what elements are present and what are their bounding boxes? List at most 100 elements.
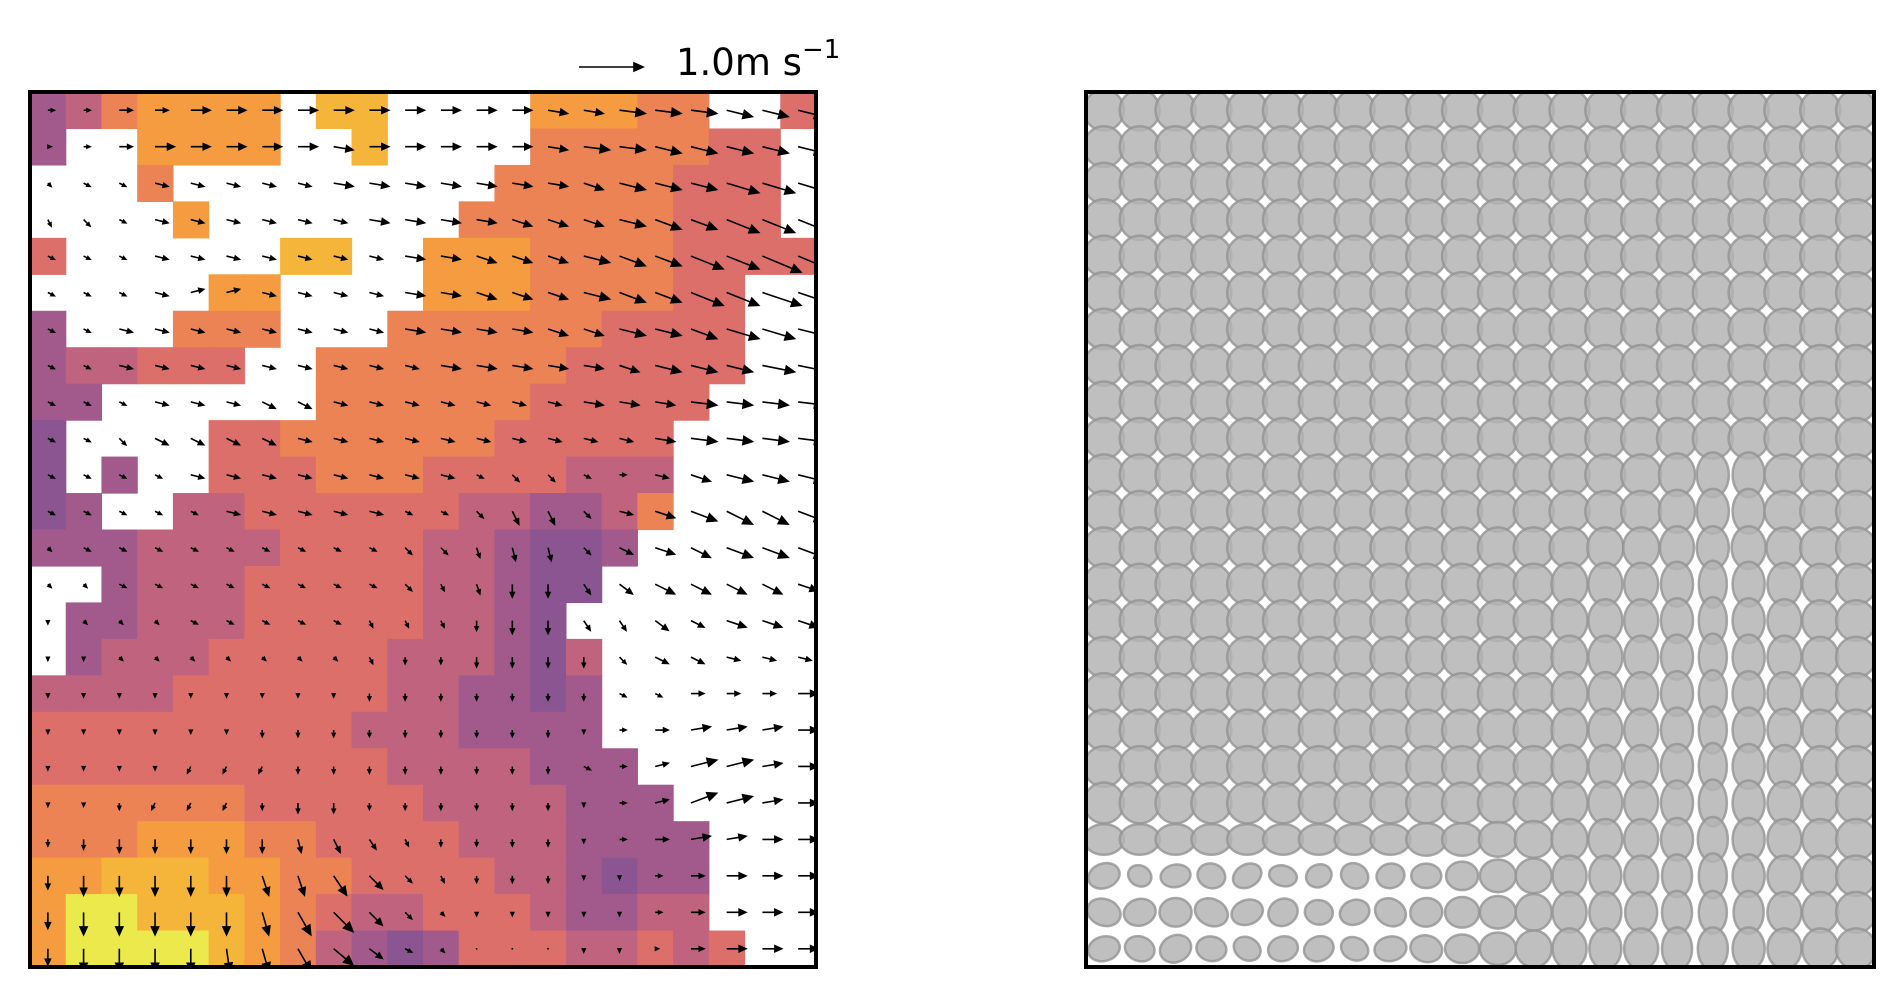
ellipse bbox=[1512, 197, 1556, 242]
wind-arrow bbox=[618, 620, 627, 632]
ellipse bbox=[1369, 197, 1412, 242]
ellipse bbox=[1548, 416, 1591, 461]
ellipse bbox=[1619, 92, 1663, 132]
ellipse bbox=[1800, 854, 1840, 898]
wind-arrow bbox=[151, 839, 159, 855]
ellipse bbox=[1798, 380, 1842, 424]
wind-arrow bbox=[190, 583, 199, 589]
ellipse bbox=[1800, 781, 1840, 825]
ellipse bbox=[1086, 708, 1126, 752]
ellipse bbox=[1514, 892, 1554, 932]
ellipse bbox=[1261, 822, 1305, 856]
ellipse bbox=[1118, 562, 1162, 606]
wind-arrow bbox=[297, 105, 320, 115]
wind-arrow bbox=[619, 143, 648, 154]
ellipse bbox=[1225, 125, 1269, 169]
wind-arrow bbox=[798, 944, 816, 954]
ellipse bbox=[1834, 562, 1874, 606]
wind-arrow bbox=[726, 908, 748, 917]
wind-arrow bbox=[405, 142, 427, 151]
wind-arrow bbox=[261, 875, 271, 897]
wind-arrow bbox=[369, 105, 391, 115]
quiver-key bbox=[579, 61, 645, 73]
ellipse bbox=[1333, 526, 1376, 570]
wind-arrow bbox=[118, 437, 128, 447]
ellipse bbox=[1261, 270, 1305, 315]
wind-arrow bbox=[297, 509, 313, 517]
wind-arrow bbox=[619, 836, 628, 842]
wind-arrow bbox=[154, 218, 170, 225]
wind-arrow bbox=[762, 364, 797, 376]
ellipse bbox=[1763, 92, 1806, 132]
wind-arrow bbox=[404, 510, 414, 516]
wind-arrow bbox=[190, 181, 206, 189]
ellipse bbox=[1154, 343, 1197, 388]
ellipse bbox=[1369, 92, 1412, 132]
ellipse bbox=[1297, 125, 1341, 169]
ellipse bbox=[1443, 933, 1481, 965]
ellipse bbox=[1584, 380, 1627, 424]
wind-arrow bbox=[690, 255, 725, 271]
ellipse bbox=[1225, 307, 1269, 351]
ellipse bbox=[1619, 380, 1663, 424]
ellipse bbox=[1584, 92, 1627, 132]
wind-arrow bbox=[619, 692, 628, 698]
wind-arrow bbox=[330, 802, 337, 815]
wind-arrow bbox=[690, 833, 713, 842]
ellipse bbox=[1404, 161, 1448, 205]
ellipse bbox=[1126, 863, 1153, 888]
wind-arrow bbox=[260, 655, 267, 662]
ellipse bbox=[1261, 671, 1305, 716]
wind-arrow bbox=[512, 437, 528, 444]
ellipse bbox=[1190, 380, 1233, 424]
quiver-panel bbox=[30, 92, 816, 967]
ellipse bbox=[1619, 416, 1663, 461]
wind-arrow bbox=[509, 766, 515, 775]
wind-arrow bbox=[333, 327, 349, 335]
wind-arrow bbox=[45, 729, 51, 736]
wind-arrow bbox=[690, 872, 706, 880]
ellipse bbox=[1369, 489, 1412, 533]
wind-arrow bbox=[295, 766, 301, 775]
wind-arrow bbox=[47, 291, 57, 297]
ellipse bbox=[1297, 307, 1341, 351]
wind-arrow bbox=[509, 730, 515, 739]
wind-arrow bbox=[47, 364, 57, 370]
ellipse bbox=[1440, 821, 1484, 857]
wind-arrow bbox=[333, 437, 349, 444]
wind-arrow bbox=[226, 400, 242, 407]
ellipse bbox=[1225, 343, 1269, 388]
wind-arrow bbox=[726, 757, 755, 768]
wind-arrow bbox=[476, 326, 498, 336]
ellipse bbox=[1086, 635, 1126, 679]
ellipse bbox=[1727, 343, 1770, 388]
ellipse bbox=[1086, 380, 1126, 424]
ellipse bbox=[1512, 526, 1556, 570]
wind-arrow bbox=[81, 802, 87, 809]
ellipse bbox=[1691, 161, 1735, 205]
wind-arrow bbox=[654, 620, 670, 632]
wind-arrow bbox=[619, 327, 647, 339]
ellipse bbox=[1369, 635, 1412, 679]
ellipse bbox=[1834, 489, 1874, 533]
ellipse bbox=[1512, 92, 1556, 132]
wind-arrow bbox=[690, 583, 712, 595]
ellipse bbox=[1154, 744, 1197, 789]
ellipse bbox=[1727, 125, 1770, 169]
wind-arrow bbox=[222, 802, 228, 812]
wind-arrow bbox=[118, 583, 128, 589]
ellipse bbox=[1404, 307, 1448, 351]
ellipse bbox=[1834, 671, 1874, 716]
ellipse bbox=[1440, 380, 1484, 424]
wind-arrow bbox=[798, 908, 816, 917]
wind-arrow bbox=[186, 875, 196, 898]
wind-arrow bbox=[79, 875, 88, 898]
ellipse bbox=[1834, 890, 1874, 934]
wind-arrow bbox=[509, 839, 515, 848]
ellipse bbox=[1655, 125, 1699, 169]
wind-arrow bbox=[259, 730, 265, 739]
wind-arrow bbox=[690, 510, 719, 523]
ellipse bbox=[1086, 671, 1126, 716]
ellipse bbox=[1622, 927, 1660, 967]
wind-arrow bbox=[726, 793, 755, 805]
